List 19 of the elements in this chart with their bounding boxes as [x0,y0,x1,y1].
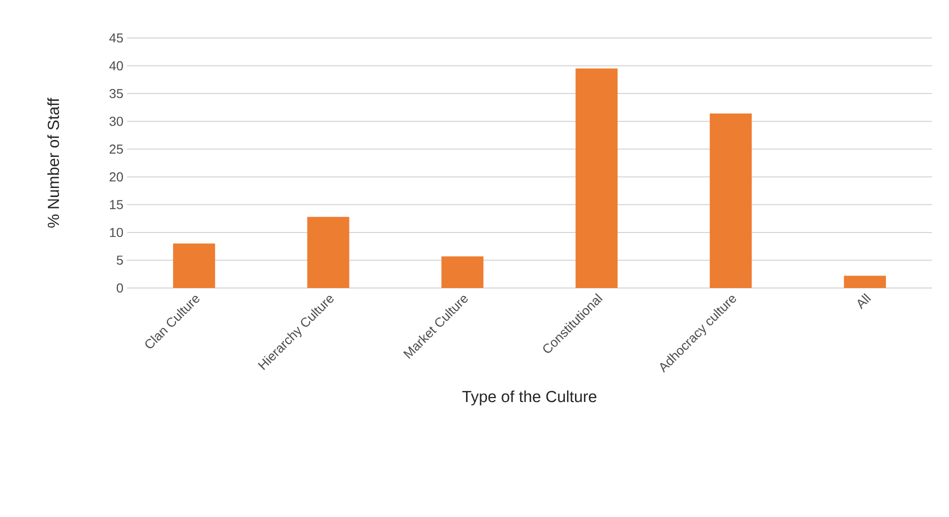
y-tick-label: 10 [110,228,123,238]
y-tick-label: 40 [109,61,123,70]
y-tick-label: 35 [110,88,123,98]
bar [710,114,752,288]
y-tick-label: 20 [110,172,123,182]
y-tick-label: 15 [110,200,123,210]
y-tick-label: 25 [110,144,123,154]
bar [307,216,350,288]
bar [441,256,484,288]
y-tick-label: 45 [109,33,123,43]
bar [173,244,216,288]
bar [576,68,618,288]
bar [844,276,886,288]
x-tick-label: All [858,293,871,310]
x-axis-title: Type of the Culture [462,390,596,406]
y-tick-label: 5 [116,256,123,265]
y-axis-title: % Number of Staff [47,98,60,228]
y-tick-label: 30 [110,116,123,126]
y-tick-label: 0 [116,283,123,293]
